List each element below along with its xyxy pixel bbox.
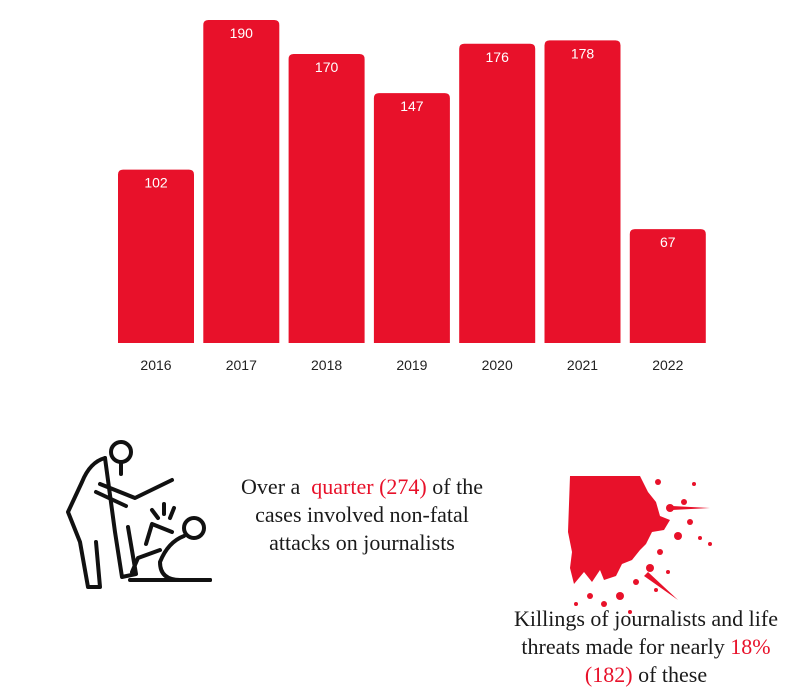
x-tick-label: 2018	[311, 357, 342, 373]
chart: 102 2016 190 2017 170 2018 147 2019 176 2020 178 20…	[118, 20, 706, 373]
bar	[544, 40, 621, 344]
x-tick-label: 2016	[140, 357, 171, 373]
attack-icon	[66, 440, 212, 589]
note-text: of the cases involved non-fatal attacks …	[255, 474, 483, 555]
value-label: 170	[315, 59, 339, 75]
note-highlight: quarter (274)	[311, 474, 427, 499]
value-label: 178	[571, 45, 595, 61]
page: {"chart_data": {"type": "bar", "categori…	[66, 20, 778, 687]
bar	[629, 229, 706, 343]
note-text: Killings of journalists and life threats…	[514, 606, 778, 659]
note-killings: Killings of journalists and life threats…	[512, 605, 780, 689]
note-attacks: Over a quarter (274) of the cases involv…	[222, 473, 502, 557]
value-label: 67	[660, 234, 676, 250]
x-tick-label: 2021	[567, 357, 598, 373]
bar	[203, 20, 280, 343]
bar	[373, 93, 450, 343]
bar	[118, 169, 194, 343]
x-tick-label: 2017	[226, 357, 257, 373]
bar	[288, 54, 365, 343]
value-label: 102	[144, 175, 168, 191]
note-text: Over a	[241, 474, 301, 499]
blood-splatter-icon	[568, 476, 712, 614]
x-tick-label: 2022	[652, 357, 683, 373]
bar	[459, 43, 536, 344]
value-label: 190	[230, 25, 254, 41]
x-tick-label: 2020	[482, 357, 513, 373]
x-tick-label: 2019	[396, 357, 427, 373]
value-label: 176	[486, 49, 510, 65]
value-label: 147	[400, 98, 424, 114]
